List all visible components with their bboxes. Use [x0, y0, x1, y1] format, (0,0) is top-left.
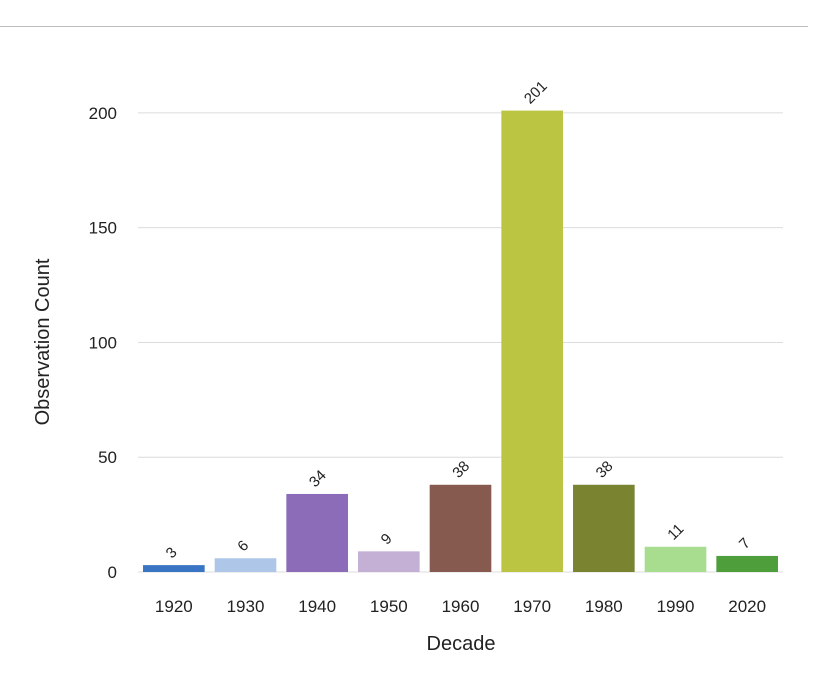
- y-tick-label: 150: [89, 219, 117, 238]
- x-tick-label-1980: 1980: [585, 597, 623, 616]
- x-tick-label-1950: 1950: [370, 597, 408, 616]
- x-axis-ticks: 1920 1930 1940 1950 1960 1970 1980 1990 2020: [155, 597, 766, 616]
- y-tick-label: 200: [89, 104, 117, 123]
- x-tick-label-1960: 1960: [442, 597, 480, 616]
- data-label-1970: 201: [521, 78, 551, 108]
- bar-1950: [358, 551, 420, 572]
- y-axis-title: Observation Count: [32, 258, 54, 425]
- x-tick-label-1920: 1920: [155, 597, 193, 616]
- bar-1940: [286, 493, 348, 572]
- x-tick-label-1990: 1990: [657, 597, 695, 616]
- bar-1960: [429, 484, 492, 572]
- data-label-1990: 11: [664, 521, 687, 544]
- data-label-1930: 6: [234, 537, 252, 555]
- data-label-1960: 38: [449, 458, 473, 482]
- bar-1920: [143, 565, 205, 572]
- top-divider: [0, 26, 808, 27]
- bar-1990: [644, 546, 707, 572]
- bar-2020: [716, 555, 778, 572]
- data-label-1980: 38: [593, 458, 617, 482]
- data-label-1950: 9: [378, 530, 396, 548]
- x-tick-label-2020: 2020: [728, 597, 766, 616]
- data-label-1940: 34: [306, 467, 330, 491]
- y-tick-label: 50: [98, 448, 117, 467]
- bar-1970: [501, 110, 563, 572]
- y-tick-label: 0: [108, 563, 117, 582]
- x-tick-label-1930: 1930: [227, 597, 265, 616]
- bars: [143, 110, 778, 572]
- x-axis-title: Decade: [427, 633, 496, 655]
- data-label-1920: 3: [163, 544, 181, 562]
- y-axis-ticks: 0 50 100 150 200: [89, 104, 117, 582]
- data-label-2020: 7: [736, 535, 754, 553]
- x-tick-label-1940: 1940: [298, 597, 336, 616]
- y-tick-label: 100: [89, 333, 117, 352]
- x-tick-label-1970: 1970: [513, 597, 551, 616]
- bar-1930: [214, 558, 277, 572]
- bar-1980: [573, 484, 635, 572]
